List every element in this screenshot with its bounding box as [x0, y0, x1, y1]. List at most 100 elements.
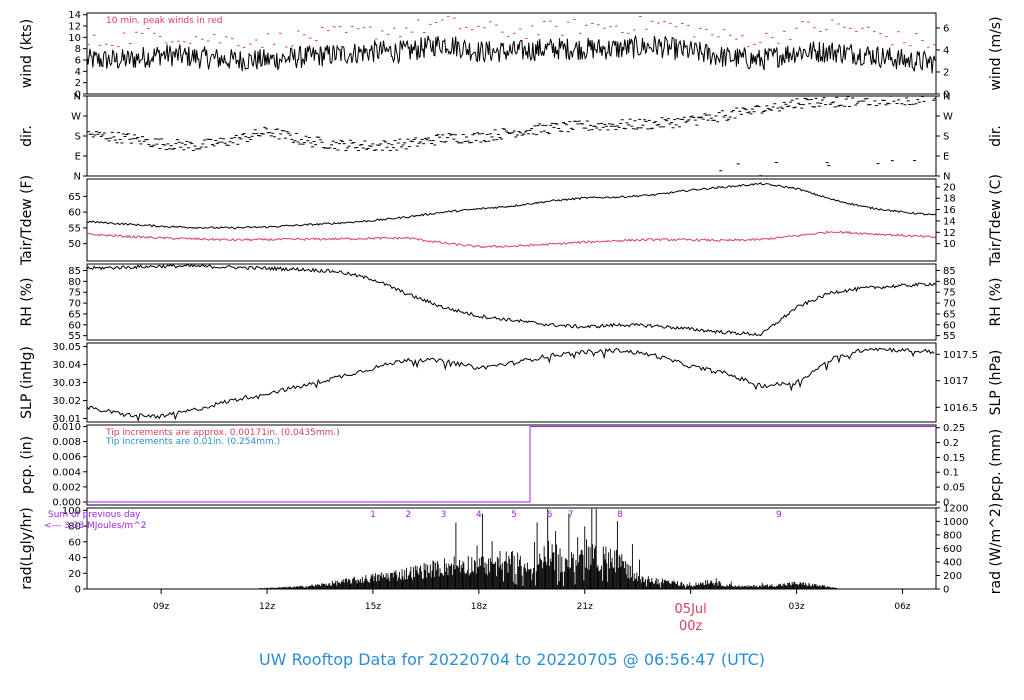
- y-tick-label: 75: [68, 288, 81, 299]
- y-tick-label: 2: [75, 78, 81, 89]
- y-tick-label-right: 200: [943, 571, 962, 582]
- y-tick-label-right: 12: [943, 228, 956, 239]
- y-tick-label-right: 14: [943, 216, 956, 227]
- y-axis-label-right: dir.: [988, 125, 1004, 147]
- slp-line: [87, 347, 935, 422]
- y-tick-label: 100: [62, 506, 81, 517]
- y-tick-label-right: 10: [943, 239, 956, 250]
- y-axis-label: dir.: [19, 125, 35, 147]
- y-tick-label-right: 800: [943, 530, 962, 541]
- y-tick-label-right: S: [943, 132, 949, 143]
- y-tick-label: N: [74, 172, 81, 183]
- panel-annotation: 10 min. peak winds in red: [106, 16, 223, 26]
- x-tick-label: 06z: [894, 602, 910, 612]
- panel-frame: [86, 424, 937, 506]
- y-tick-label: 85: [68, 266, 81, 277]
- y-tick-label-right: 4: [943, 45, 949, 56]
- x-tick-label: 12z: [259, 602, 275, 612]
- y-tick-label-right: 0: [943, 585, 949, 596]
- x-axis: 09z 12z 15z 18z 21z 00z 03z 06z 05Jul: [153, 589, 911, 634]
- y-tick-label-right: W: [943, 112, 953, 123]
- y-tick-label: 30.01: [52, 414, 81, 425]
- x-tick-label: 09z: [153, 602, 169, 612]
- rad-sum-value: <--- 3.33 MJoules/m^2: [44, 521, 146, 531]
- x-tick-label: 03z: [788, 602, 804, 612]
- panel-frame: [86, 263, 937, 341]
- y-tick-label-right: N: [943, 172, 950, 183]
- y-tick-label-right: 1017: [943, 376, 968, 387]
- y-tick-label: 40: [68, 553, 81, 564]
- y-tick-label: 30.05: [52, 342, 81, 353]
- panel-frame: [86, 95, 937, 177]
- y-tick-label: 0.010: [52, 422, 81, 433]
- y-axis-label-right: SLP (hPa): [988, 350, 1004, 416]
- panel-body: [87, 15, 936, 74]
- rad-sum-label: Sum of previous day: [48, 510, 141, 520]
- y-tick-label: 65: [68, 192, 81, 203]
- y-tick-label: 80: [68, 522, 81, 533]
- y-tick-label: 80: [68, 277, 81, 288]
- y-tick-label-right: 6: [943, 23, 949, 34]
- y-axis-label: wind (kts): [19, 19, 35, 88]
- y-tick-label-right: 0.1: [943, 468, 959, 479]
- panel-rad: 020406080100020040060080010001200rad(Lgl…: [19, 503, 1004, 596]
- y-tick-label: S: [75, 132, 81, 143]
- hour-marker: 2: [405, 510, 411, 520]
- y-tick-label-right: N: [943, 92, 950, 103]
- rh-line: [87, 264, 936, 337]
- y-tick-label-right: 0.05: [943, 483, 965, 494]
- y-tick-label: 30.02: [52, 396, 81, 407]
- y-tick-label-right: 0: [943, 90, 949, 101]
- y-tick-label: 0.000: [52, 497, 81, 508]
- y-axis-label-right: pcp. (mm): [988, 429, 1004, 502]
- y-tick-label: 30.03: [52, 378, 81, 389]
- y-tick-label-right: 600: [943, 544, 962, 555]
- y-tick-label: 60: [68, 208, 81, 219]
- y-tick-label-right: 0.25: [943, 423, 965, 434]
- panel-slp: 30.01 30.02 30.03 30.04 30.05 1016.5 1017 1017.…: [19, 342, 1004, 425]
- y-tick-label-right: 60: [943, 320, 956, 331]
- y-tick-label-right: 75: [943, 288, 956, 299]
- y-axis-label-right: wind (m/s): [988, 16, 1004, 90]
- hour-marker: 3: [441, 510, 447, 520]
- dew-line: [87, 230, 936, 249]
- wind-line: [87, 34, 936, 74]
- y-tick-label: 0.002: [52, 482, 81, 493]
- y-tick-label: 10: [68, 33, 81, 44]
- hour-marker: 8: [617, 510, 623, 520]
- panel-body: [87, 426, 936, 503]
- y-tick-label: 8: [75, 44, 81, 55]
- y-tick-label-right: 18: [943, 194, 956, 205]
- y-tick-label-right: 1016.5: [943, 403, 978, 414]
- y-tick-label: 0: [75, 585, 81, 596]
- precip-line: [87, 426, 936, 503]
- y-axis-label-right: Tair/Tdew (C): [988, 174, 1004, 267]
- y-axis-label: pcp. (in): [19, 436, 35, 494]
- y-tick-label: 30.04: [52, 360, 81, 371]
- x-tick-label: 15z: [365, 602, 381, 612]
- hour-marker: 5: [511, 510, 517, 520]
- y-tick-label: 0.004: [52, 467, 81, 478]
- y-tick-label: 55: [68, 223, 81, 234]
- y-tick-label: 20: [68, 569, 81, 580]
- panel-body: [87, 264, 936, 337]
- y-tick-label-right: 55: [943, 331, 956, 342]
- y-tick-label: 60: [68, 320, 81, 331]
- y-tick-label: 4: [75, 67, 81, 78]
- hour-marker: 1: [370, 510, 376, 520]
- y-axis-label: rad(Lgly/hr): [19, 507, 35, 589]
- y-tick-label-right: 80: [943, 277, 956, 288]
- panel-pcp: 0.000 0.002 0.004 0.006 0.008 0.010 0 0.05 0.1 0.…: [19, 422, 1004, 508]
- y-tick-label: 0.008: [52, 437, 81, 448]
- y-axis-label: SLP (inHg): [19, 346, 35, 419]
- hour-marker: 4: [476, 510, 482, 520]
- panel-body: [87, 182, 936, 249]
- y-axis-label: Tair/Tdew (F): [19, 175, 35, 266]
- precip-annotation: Tip increments are approx. 0.00171in. (0…: [105, 428, 340, 438]
- y-tick-label: 60: [68, 537, 81, 548]
- x-tick-label: 18z: [471, 602, 487, 612]
- x-tick-label: 21z: [577, 602, 593, 612]
- y-tick-label-right: 0.15: [943, 453, 965, 464]
